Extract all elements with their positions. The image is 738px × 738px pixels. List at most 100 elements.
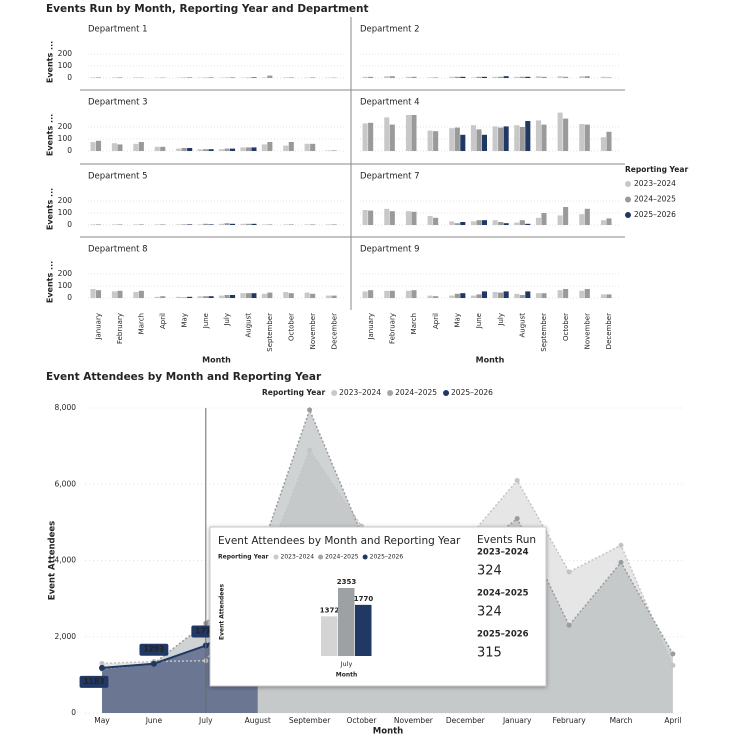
tooltip-event-name: 2024–2025 (477, 589, 529, 599)
bar (514, 76, 520, 78)
bar (514, 222, 520, 225)
bar (154, 296, 160, 298)
bar (218, 149, 225, 151)
legend-marker (625, 196, 631, 203)
x-tick-label: August (519, 313, 527, 338)
y-tick-label: 0 (67, 73, 72, 82)
bar (427, 216, 433, 225)
x-tick-label: February (552, 716, 586, 725)
bar (181, 224, 187, 225)
bar (389, 290, 395, 298)
y-tick-label: 100 (58, 208, 73, 217)
tooltip-event-value: 324 (477, 605, 502, 620)
bar (368, 76, 374, 78)
bar (95, 224, 102, 225)
bar (460, 134, 466, 151)
bar (498, 76, 504, 78)
bar (519, 220, 525, 225)
bar (514, 293, 520, 298)
bar (176, 148, 182, 151)
y-tick-label: 6,000 (55, 479, 77, 488)
bar (90, 77, 96, 78)
bar (160, 146, 166, 151)
y-tick-label: 8,000 (55, 403, 77, 412)
tooltip-bar-label: 1770 (354, 595, 374, 603)
legend-label: 2023–2024 (634, 179, 676, 188)
bar (111, 143, 117, 151)
tooltip-bar (338, 588, 355, 656)
y-axis-label: Events ... (46, 188, 55, 230)
chart-title: Events Run by Month, Reporting Year and … (46, 3, 369, 15)
bar (519, 127, 525, 151)
bar (240, 293, 246, 298)
bar (90, 142, 96, 151)
y-axis-label: Events ... (46, 261, 55, 303)
x-tick-label: June (475, 313, 483, 329)
bar (476, 294, 482, 298)
bar (218, 223, 225, 225)
x-tick-label: January (95, 313, 103, 341)
bar (470, 77, 477, 78)
bar (224, 295, 230, 298)
tooltip-legend-marker (273, 554, 279, 560)
line (101, 407, 674, 670)
tooltip-event-name: 2023–2024 (477, 548, 529, 558)
bar (449, 128, 455, 151)
bar (476, 76, 482, 78)
bar (541, 213, 547, 225)
bar (187, 224, 193, 225)
bar (384, 208, 390, 225)
bar (525, 291, 531, 298)
y-tick-label: 0 (71, 708, 76, 717)
tooltip-box (209, 526, 547, 687)
bar (203, 296, 209, 298)
bar (208, 224, 214, 225)
tooltip-legend-label: 2023–2024 (281, 554, 315, 561)
x-tick-label: June (202, 313, 210, 329)
y-tick-label: 100 (58, 61, 73, 70)
bar (579, 124, 585, 151)
bar (519, 76, 525, 78)
bar (133, 143, 139, 151)
y-tick-label: 0 (67, 220, 72, 229)
legend-label: 2024–2025 (395, 388, 437, 397)
bar (503, 126, 509, 151)
bar (600, 137, 607, 151)
tooltip-category: July (340, 660, 353, 668)
tooltip-bar (355, 604, 372, 656)
bar (187, 296, 193, 298)
bar (95, 290, 102, 298)
bar (433, 77, 439, 78)
x-tick-label: April (432, 313, 440, 329)
bar (310, 293, 316, 298)
bar (384, 290, 390, 298)
bar (563, 76, 569, 78)
x-tick-label: May (454, 313, 462, 327)
x-tick-label: September (289, 716, 331, 725)
bar (389, 76, 395, 78)
bar (427, 130, 433, 151)
bar (267, 292, 273, 298)
bar (433, 131, 439, 151)
bar (138, 290, 144, 298)
x-tick-label: March (410, 313, 418, 334)
data-label-text: 1183 (84, 677, 105, 686)
bar (449, 76, 455, 78)
legend-label: 2025–2026 (451, 388, 493, 397)
bar (411, 290, 417, 298)
tooltip-bar-label: 1372 (320, 606, 340, 614)
y-tick-label: 200 (58, 196, 73, 205)
bar (606, 131, 612, 151)
bar (405, 211, 412, 225)
bar (218, 295, 225, 298)
bar (535, 293, 542, 298)
bar (600, 294, 607, 298)
bar (283, 77, 289, 78)
bar (176, 296, 182, 298)
x-tick-label: October (287, 313, 295, 341)
bar (197, 149, 203, 151)
data-label: 1293 (139, 643, 169, 656)
bar (304, 224, 310, 225)
point (514, 516, 520, 522)
bar (362, 123, 368, 151)
